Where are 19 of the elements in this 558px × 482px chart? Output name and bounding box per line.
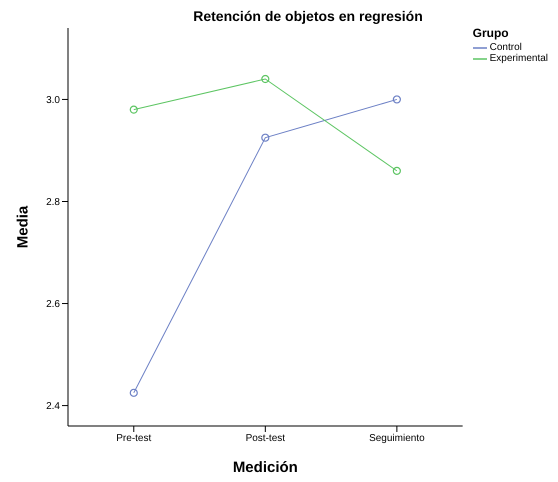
point <box>261 74 270 84</box>
point <box>130 106 138 114</box>
point <box>392 166 401 175</box>
x-axis-title: Medición <box>232 459 298 476</box>
y-tick-label: 2.8 <box>46 197 60 208</box>
x-tick-label: Pre-test <box>116 433 152 444</box>
legend-title: Grupo <box>472 26 510 40</box>
legend-label: Control <box>490 42 522 53</box>
point <box>261 134 270 142</box>
point <box>130 388 138 397</box>
x-tick-label: Post-test <box>246 433 286 444</box>
chart-title: Retención de objetos en regresión <box>193 8 423 24</box>
point <box>392 95 401 104</box>
x-tick-label: Seguimiento <box>369 433 426 444</box>
y-axis-title: Media <box>14 205 32 248</box>
y-tick-label: 2.6 <box>46 299 60 310</box>
y-tick-label: 2.4 <box>46 401 60 412</box>
y-tick-label: 3.0 <box>46 94 60 106</box>
legend-label: Experimental <box>490 53 548 64</box>
